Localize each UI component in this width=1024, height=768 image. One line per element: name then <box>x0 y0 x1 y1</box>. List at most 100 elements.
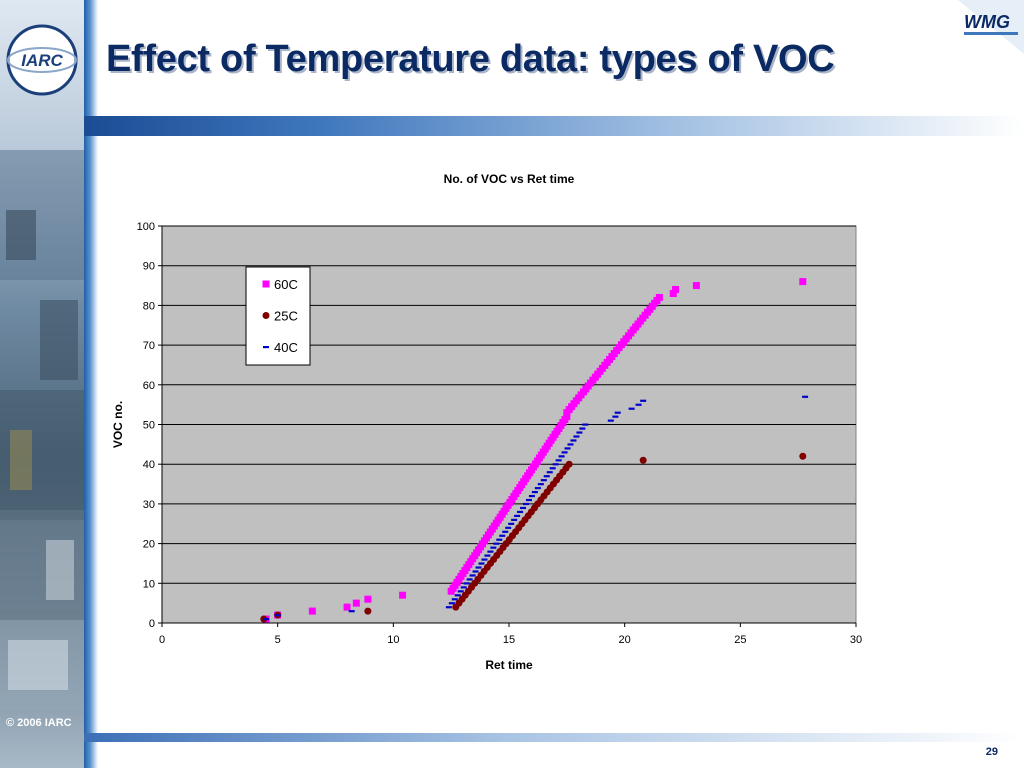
sidebar-accent-edge <box>84 0 98 768</box>
point-40c <box>517 510 524 514</box>
page-number: 29 <box>985 746 998 758</box>
title-underline-bar <box>84 116 1024 136</box>
point-40c <box>576 431 583 434</box>
x-tick-label: 30 <box>850 634 862 646</box>
y-tick-label: 40 <box>143 459 155 471</box>
point-40c <box>546 471 553 474</box>
y-tick-label: 50 <box>143 420 155 432</box>
point-40c <box>564 447 571 450</box>
point-40c <box>607 419 614 422</box>
point-60c <box>672 286 680 294</box>
point-40c <box>570 439 577 442</box>
point-40c <box>475 566 482 569</box>
point-60c <box>669 289 677 297</box>
point-60c <box>343 603 351 611</box>
point-40c <box>502 530 509 533</box>
point-40c <box>579 427 586 430</box>
data-points <box>260 278 809 623</box>
wmg-logo: WMG <box>958 0 1024 54</box>
point-40c <box>567 443 574 446</box>
point-40c <box>635 403 642 406</box>
wmg-logo-text: WMG <box>964 12 1010 32</box>
point-40c <box>499 534 506 537</box>
point-25c <box>799 452 807 460</box>
point-40c <box>525 498 532 502</box>
tick-labels: 0 10 20 30 40 50 60 70 80 90 100 0 5 10 15 20 25 30 <box>137 221 862 646</box>
point-60c <box>364 595 372 603</box>
y-tick-label: 10 <box>143 578 155 590</box>
point-40c <box>487 550 494 553</box>
point-40c <box>552 463 559 466</box>
point-40c <box>511 518 518 521</box>
point-60c <box>799 278 807 286</box>
point-40c <box>531 490 538 494</box>
legend-marker-25c <box>262 312 270 319</box>
point-25c <box>565 460 573 468</box>
point-40c <box>454 594 461 597</box>
x-tick-label: 20 <box>619 634 631 646</box>
axes <box>158 225 857 627</box>
chart-title: No. of VOC vs Ret time <box>444 172 575 186</box>
point-40c <box>640 399 647 402</box>
point-40c <box>612 415 619 418</box>
y-tick-label: 20 <box>143 539 155 551</box>
point-60c <box>352 599 360 607</box>
copyright-text: © 2006 IARC <box>6 717 72 729</box>
point-40c <box>496 538 503 541</box>
x-tick-label: 10 <box>387 634 399 646</box>
point-40c <box>514 514 521 518</box>
scatter-chart: No. of VOC vs Ret time 01020304050607080… <box>111 172 862 672</box>
page-title: Effect of Temperature data: types of VOC <box>106 38 835 80</box>
point-40c <box>490 546 497 549</box>
point-40c <box>628 407 635 410</box>
point-40c <box>466 578 473 581</box>
point-40c <box>263 618 270 621</box>
point-40c <box>537 483 544 486</box>
legend-label-25c: 25C <box>274 309 298 324</box>
point-40c <box>478 562 485 565</box>
point-40c <box>614 411 621 414</box>
legend: 60C 25C 40C <box>245 266 311 366</box>
point-25c <box>639 456 647 464</box>
point-40c <box>582 423 589 426</box>
point-40c <box>540 479 547 482</box>
point-40c <box>528 494 535 498</box>
iarc-logo-text: IARC <box>21 51 63 70</box>
legend-label-60c: 60C <box>274 277 298 292</box>
point-40c <box>802 395 809 398</box>
point-60c <box>308 607 316 615</box>
y-tick-label: 90 <box>143 261 155 273</box>
y-tick-label: 30 <box>143 499 155 511</box>
point-40c <box>534 487 541 490</box>
legend-box <box>245 266 311 366</box>
x-tick-label: 5 <box>275 634 281 646</box>
point-40c <box>549 467 556 470</box>
y-tick-label: 70 <box>143 340 155 352</box>
y-tick-label: 80 <box>143 300 155 312</box>
point-40c <box>472 570 479 573</box>
point-25c <box>364 607 372 615</box>
point-40c <box>457 590 464 593</box>
point-40c <box>274 614 281 617</box>
point-40c <box>555 459 562 462</box>
point-40c <box>558 455 565 458</box>
point-40c <box>493 542 500 545</box>
point-40c <box>460 586 467 589</box>
point-40c <box>484 554 491 557</box>
point-40c <box>451 598 458 601</box>
point-40c <box>348 610 355 613</box>
y-tick-label: 0 <box>149 618 155 630</box>
point-40c <box>508 522 515 525</box>
y-tick-label: 100 <box>137 221 155 233</box>
footer-bar <box>84 733 1024 742</box>
point-40c <box>561 451 568 454</box>
x-tick-label: 25 <box>734 634 746 646</box>
x-tick-label: 0 <box>159 634 165 646</box>
point-40c <box>520 506 527 510</box>
sidebar-machinery-texture <box>0 150 84 710</box>
point-60c <box>692 282 700 290</box>
legend-label-40c: 40C <box>274 340 298 355</box>
legend-marker-60c <box>262 280 270 288</box>
legend-marker-40c <box>263 346 269 349</box>
point-40c <box>543 475 550 478</box>
